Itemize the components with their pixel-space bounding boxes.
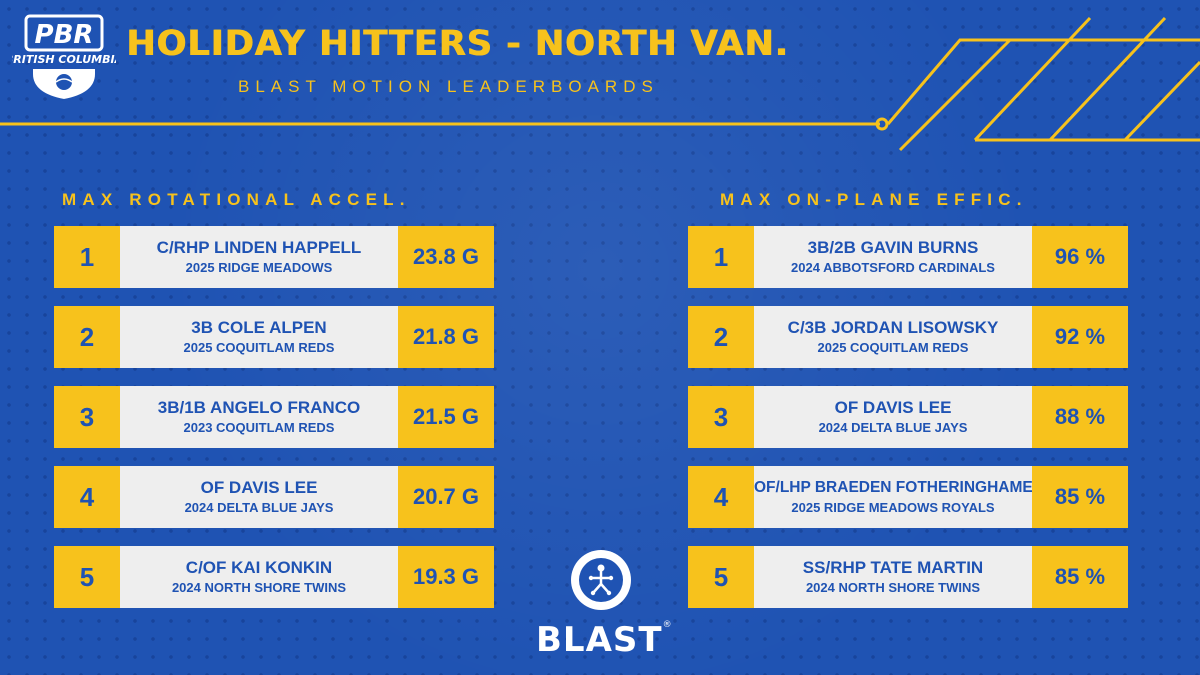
player-card: SS/RHP TATE MARTIN 2024 NORTH SHORE TWIN… xyxy=(754,546,1032,608)
player-card: OF DAVIS LEE 2024 DELTA BLUE JAYS xyxy=(120,466,398,528)
player-card: C/3B JORDAN LISOWSKY 2025 COQUITLAM REDS xyxy=(754,306,1032,368)
header-decoration xyxy=(0,16,1200,152)
player-card: C/OF KAI KONKIN 2024 NORTH SHORE TWINS xyxy=(120,546,398,608)
player-card: C/RHP LINDEN HAPPELL 2025 RIDGE MEADOWS xyxy=(120,226,398,288)
blast-motion-icon xyxy=(571,550,631,610)
blast-wordmark: BLAST® xyxy=(536,620,672,660)
player-card: 3B/1B ANGELO FRANCO 2023 COQUITLAM REDS xyxy=(120,386,398,448)
player-card: OF/LHP BRAEDEN FOTHERINGHAME 2025 RIDGE … xyxy=(754,466,1033,528)
player-team: 2023 COQUITLAM REDS xyxy=(183,420,335,435)
rank-badge: 5 xyxy=(54,546,120,608)
blast-name: BLAST xyxy=(536,620,663,660)
stat-value: 92 % xyxy=(1032,306,1128,368)
player-name: C/RHP LINDEN HAPPELL xyxy=(156,238,362,257)
right-row-3: 3 OF DAVIS LEE 2024 DELTA BLUE JAYS 88 % xyxy=(688,386,1128,448)
blast-logo xyxy=(536,540,666,665)
pbr-british-columbia-logo: PBR BRITISH COLUMBIA xyxy=(12,10,116,102)
player-card: 3B COLE ALPEN 2025 COQUITLAM REDS xyxy=(120,306,398,368)
player-name: C/3B JORDAN LISOWSKY xyxy=(787,318,999,337)
player-team: 2024 DELTA BLUE JAYS xyxy=(184,500,334,515)
stat-value: 20.7 G xyxy=(398,466,494,528)
rank-badge: 2 xyxy=(54,306,120,368)
right-row-4: 4 OF/LHP BRAEDEN FOTHERINGHAME 2025 RIDG… xyxy=(688,466,1128,528)
player-name: 3B/1B ANGELO FRANCO xyxy=(157,398,361,417)
player-name: C/OF KAI KONKIN xyxy=(185,558,333,577)
rank-badge: 2 xyxy=(688,306,754,368)
stat-value: 19.3 G xyxy=(398,546,494,608)
rank-badge: 4 xyxy=(688,466,754,528)
page-title: HOLIDAY HITTERS - NORTH VAN. xyxy=(126,24,789,64)
player-name: 3B COLE ALPEN xyxy=(191,318,327,337)
stat-value: 23.8 G xyxy=(398,226,494,288)
player-name: SS/RHP TATE MARTIN xyxy=(802,558,984,577)
right-row-1: 1 3B/2B GAVIN BURNS 2024 ABBOTSFORD CARD… xyxy=(688,226,1128,288)
player-team: 2024 DELTA BLUE JAYS xyxy=(818,420,968,435)
stat-value: 88 % xyxy=(1032,386,1128,448)
player-team: 2025 RIDGE MEADOWS xyxy=(185,260,333,275)
stat-value: 21.5 G xyxy=(398,386,494,448)
player-name: OF DAVIS LEE xyxy=(200,478,318,497)
rank-badge: 1 xyxy=(54,226,120,288)
right-board-title: MAX ON-PLANE EFFIC. xyxy=(720,190,1028,209)
rank-badge: 4 xyxy=(54,466,120,528)
rank-badge: 5 xyxy=(688,546,754,608)
left-board-title: MAX ROTATIONAL ACCEL. xyxy=(62,190,411,209)
right-row-2: 2 C/3B JORDAN LISOWSKY 2025 COQUITLAM RE… xyxy=(688,306,1128,368)
left-row-2: 2 3B COLE ALPEN 2025 COQUITLAM REDS 21.8… xyxy=(54,306,494,368)
logo-bottom-text: BRITISH COLUMBIA xyxy=(12,53,116,66)
player-team: 2025 COQUITLAM REDS xyxy=(183,340,335,355)
rank-badge: 3 xyxy=(54,386,120,448)
rank-badge: 1 xyxy=(688,226,754,288)
left-row-4: 4 OF DAVIS LEE 2024 DELTA BLUE JAYS 20.7… xyxy=(54,466,494,528)
left-row-5: 5 C/OF KAI KONKIN 2024 NORTH SHORE TWINS… xyxy=(54,546,494,608)
player-card: 3B/2B GAVIN BURNS 2024 ABBOTSFORD CARDIN… xyxy=(754,226,1032,288)
left-row-3: 3 3B/1B ANGELO FRANCO 2023 COQUITLAM RED… xyxy=(54,386,494,448)
player-team: 2024 NORTH SHORE TWINS xyxy=(805,580,981,595)
player-team: 2025 COQUITLAM REDS xyxy=(817,340,969,355)
player-team: 2024 ABBOTSFORD CARDINALS xyxy=(791,260,995,275)
stat-value: 85 % xyxy=(1032,466,1128,528)
rank-badge: 3 xyxy=(688,386,754,448)
page-subtitle: BLAST MOTION LEADERBOARDS xyxy=(238,77,659,96)
player-name: 3B/2B GAVIN BURNS xyxy=(807,238,979,257)
player-name: OF/LHP BRAEDEN FOTHERINGHAME xyxy=(754,479,1033,496)
logo-top-text: PBR xyxy=(35,20,94,50)
left-row-1: 1 C/RHP LINDEN HAPPELL 2025 RIDGE MEADOW… xyxy=(54,226,494,288)
player-team: 2024 NORTH SHORE TWINS xyxy=(171,580,347,595)
registered-mark: ® xyxy=(662,620,673,630)
stat-value: 96 % xyxy=(1032,226,1128,288)
player-team: 2025 RIDGE MEADOWS ROYALS xyxy=(791,500,995,515)
player-card: OF DAVIS LEE 2024 DELTA BLUE JAYS xyxy=(754,386,1032,448)
right-row-5: 5 SS/RHP TATE MARTIN 2024 NORTH SHORE TW… xyxy=(688,546,1128,608)
stat-value: 21.8 G xyxy=(398,306,494,368)
stat-value: 85 % xyxy=(1032,546,1128,608)
player-name: OF DAVIS LEE xyxy=(834,398,952,417)
